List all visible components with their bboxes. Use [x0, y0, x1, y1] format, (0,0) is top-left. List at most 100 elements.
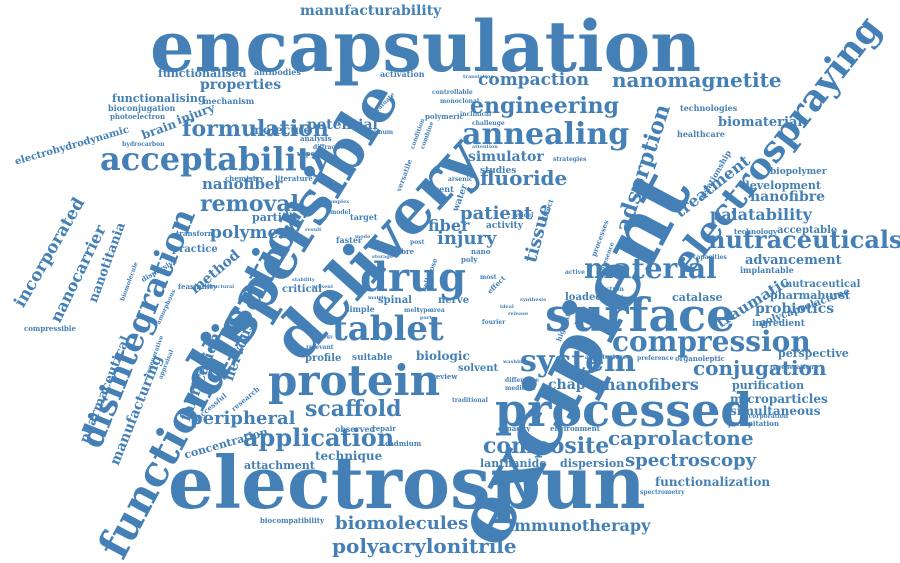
word-faster: faster [336, 235, 363, 245]
word-part: part [420, 315, 432, 321]
word-translation: translation [463, 74, 494, 80]
word-electrospun: electrospun [168, 440, 646, 525]
word-storage: storage [372, 254, 394, 260]
word-perspective: perspective [778, 347, 849, 360]
word-mode: mode [355, 234, 371, 240]
word-type: type [417, 307, 432, 314]
word-fluoride: fluoride [480, 166, 568, 190]
word-photoelectron: photoelectron [110, 112, 166, 121]
word-scaffold: scaffold [305, 396, 402, 422]
word-analysis: analysis [300, 134, 332, 143]
word-cadmium: cadmium [385, 439, 422, 448]
word-profile: profile [305, 353, 342, 364]
word-pharmaburst: pharmaburst [770, 289, 851, 302]
word-suitable: suitable [352, 353, 393, 363]
word-implantable: implantable [740, 265, 794, 275]
word-monoclonal: monoclonal [440, 98, 480, 105]
word-ingredient: ingredient [752, 319, 805, 329]
word-patient: patient [460, 203, 533, 224]
word-practice: practice [172, 244, 218, 255]
word-diffraction: diffraction [313, 144, 349, 151]
word-capacities: capacities [693, 254, 727, 261]
word-synthesis: synthesis [520, 297, 547, 303]
word-arsenic: arsenic [448, 176, 473, 183]
word-complex: complex [326, 199, 350, 205]
word-observed: observed [335, 424, 376, 434]
word-target: target [350, 212, 378, 222]
word-architecture: architecture [585, 354, 627, 361]
word-repair: repair [372, 424, 396, 433]
word-transform: transform [176, 229, 216, 238]
word-molecule: molecule [250, 123, 312, 137]
word-incorporation: incorporation [742, 413, 789, 420]
word-spectrometry: spectrometry [640, 489, 685, 496]
word-challenge: challenge [472, 120, 505, 127]
word-acceptable: acceptable [777, 225, 838, 236]
word-nano: nano [471, 247, 491, 256]
word-ideal: ideal [500, 304, 514, 310]
word-vapor: vapor [297, 149, 319, 158]
word-nanofibre: nanofibre [750, 189, 826, 205]
word-healthcare: healthcare [677, 129, 725, 139]
word-fibre: fibre [396, 247, 415, 256]
word-attachment: attachment [244, 459, 315, 472]
word-caprolactone: caprolactone [608, 426, 754, 450]
word-area: area [430, 307, 445, 314]
word-processed: processed [495, 383, 753, 437]
word-material: material [584, 252, 717, 285]
word-functionalised: functionalised [158, 67, 247, 80]
word-potential: potential [307, 117, 378, 133]
word-technology: technology [734, 227, 778, 236]
word-advancement: advancement [745, 253, 842, 268]
word-biologic: biologic [416, 349, 470, 363]
word-nutraceuticals: nutraceuticals [708, 225, 900, 254]
word-polyacrylonitrile: polyacrylonitrile [332, 534, 517, 558]
word-peripheral: peripheral [190, 408, 296, 429]
word-regeneration: regeneration [770, 364, 814, 371]
word-engineering: engineering [470, 93, 620, 119]
word-manufacturability: manufacturability [300, 3, 442, 19]
word-review: review [432, 372, 458, 381]
word-nanomagnetite: nanomagnetite [612, 68, 782, 92]
word-nanofiber: nanofiber [202, 175, 283, 193]
word-palatability: palatability [710, 205, 812, 224]
word-controllable: controllable [432, 89, 473, 96]
word-matrix: matrix [368, 295, 387, 301]
word-biomaterial: biomaterial [718, 115, 803, 130]
word-precipitation: precipitation [728, 419, 779, 428]
word-mechanism: mechanism [203, 96, 255, 106]
word-antibodies: antibodies [254, 67, 301, 77]
word-simple: simple [345, 304, 375, 314]
word-injury: injury [437, 228, 497, 249]
word-spectroscopy: spectroscopy [625, 450, 757, 471]
word-activation: activation [380, 69, 425, 79]
word-strategies: strategies [553, 156, 587, 163]
word-nerve: nerve [438, 295, 470, 306]
word-nanofibers: nanofibers [604, 375, 699, 394]
word-polymeric: polymeric [425, 112, 464, 121]
word-difference: difference [505, 377, 540, 384]
word-technologies: technologies [680, 103, 738, 113]
word-drug: drug [360, 254, 467, 301]
word-present: present [312, 284, 334, 290]
word-purification: purification [732, 379, 805, 392]
word-loaded: loaded [565, 292, 603, 303]
word-critical: critical [282, 284, 322, 295]
word-biopolymer: biopolymer [770, 167, 827, 177]
word-relevant: relevant [306, 344, 334, 351]
word-chemical: chemical [603, 295, 634, 302]
word-literature: literature [275, 174, 313, 183]
word-surface: surface [545, 288, 736, 342]
word-hydrocarbon: hydrocarbon [122, 141, 165, 148]
word-bioconjugation: bioconjugation [108, 103, 176, 113]
word-composite: composite [483, 433, 610, 459]
word-formulation: formulation [182, 116, 329, 142]
word-biocompatibility: biocompatibility [260, 516, 325, 525]
word-release: release [508, 311, 529, 317]
word-compaction: compaction [478, 70, 589, 90]
word-post: post [410, 239, 425, 246]
word-washing: washing [503, 359, 527, 365]
word-system: system [520, 344, 636, 379]
word-traditional: traditional [452, 397, 488, 404]
